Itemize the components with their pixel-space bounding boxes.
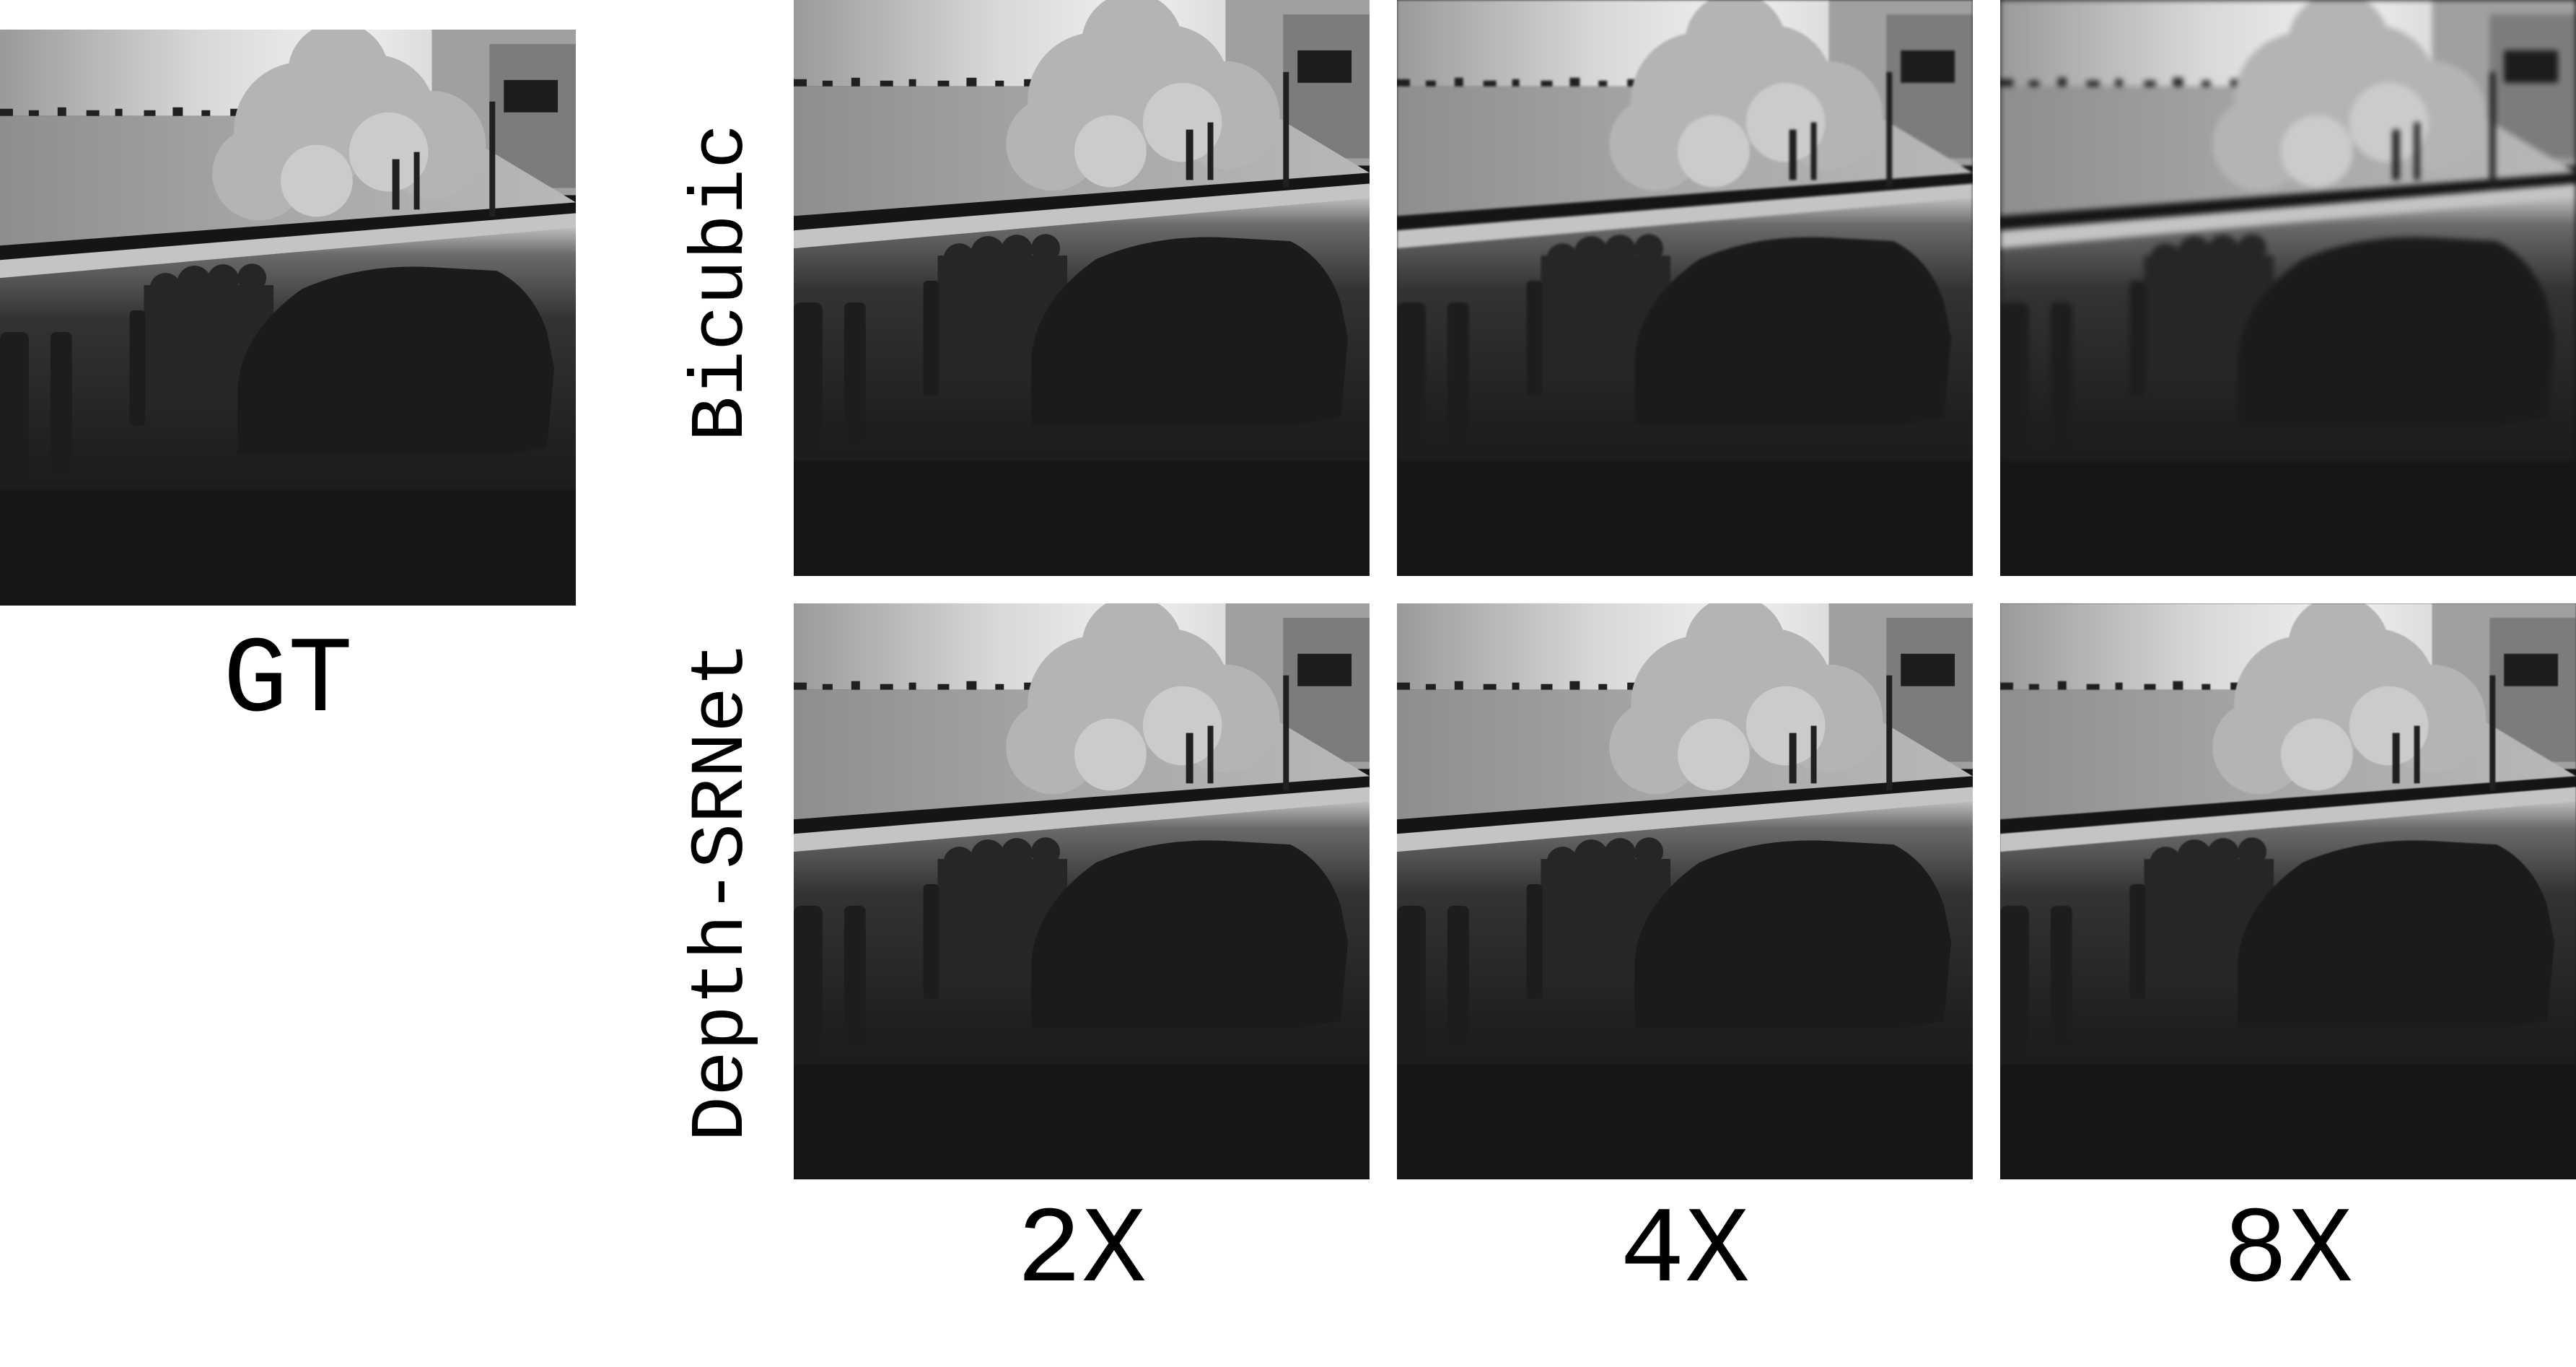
gt-label: GT [222, 621, 354, 743]
depth-srnet-8x-depth-map [2000, 603, 2576, 1179]
column-label-4x: 4X [1619, 1191, 1751, 1314]
depth-srnet-4x-depth-map [1397, 603, 1973, 1179]
row-label-depth-srnet: Depth-SRNet [679, 641, 765, 1142]
bicubic-4x-depth-map [1397, 0, 1973, 576]
depth-srnet-2x-depth-map [794, 603, 1370, 1179]
bicubic-2x-depth-map [794, 0, 1370, 576]
column-label-2x: 2X [1016, 1191, 1147, 1314]
bicubic-8x-depth-map [2000, 0, 2576, 576]
row-label-bicubic: Bicubic [679, 123, 765, 442]
gt-depth-map [0, 30, 576, 606]
column-label-8x: 8X [2222, 1191, 2354, 1314]
